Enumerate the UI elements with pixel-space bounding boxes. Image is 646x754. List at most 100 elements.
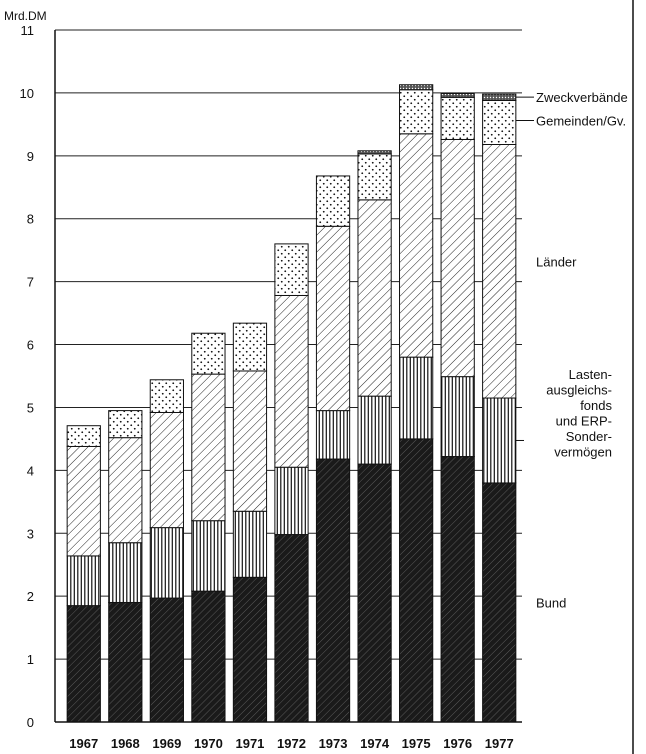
bar-segment-lastenausgleich [191,520,226,592]
bar-segment-zweckverbaende [399,84,434,91]
x-tick-label: 1972 [277,736,306,751]
bar-stack [232,322,268,723]
y-tick-label: 9 [27,149,34,164]
legend-zweckverbaende: Zweckverbände [536,90,628,105]
y-tick-label: 11 [21,23,35,38]
x-axis-ticks: 1967 1968 1969 1970 1971 1972 1973 1974 1975 1976… [69,736,513,751]
bar-stack [108,410,143,723]
bar-segment-bund [357,463,392,723]
bar-segment-zweckverbaende [357,150,392,155]
bar-stack [399,84,434,723]
bar-segment-laender [357,199,392,397]
y-tick-label: 10 [20,86,34,101]
legend-line: ausgleichs- [546,383,612,398]
bar-segment-lastenausgleich [274,466,309,536]
bar-segment-gemeinden [440,96,475,140]
bar-stack [66,425,101,723]
x-tick-label: 1977 [485,736,514,751]
y-tick-label: 3 [27,526,34,541]
legend: Zweckverbände Gemeinden/Gv. Länder Lasten-a… [515,90,628,610]
bar-segment-bund [191,590,226,723]
legend-line: Bund [536,595,566,610]
x-tick-label: 1968 [111,736,140,751]
bar-segment-bund [232,576,268,723]
bar-segment-laender [108,437,143,544]
bar-segment-bund [274,534,309,723]
y-axis-ticks: 0 1 2 3 4 5 6 7 8 9 10 11 [20,23,34,730]
bar-stack [274,243,309,723]
bar-segment-laender [482,143,517,399]
legend-line: vermögen [554,445,612,460]
y-tick-label: 0 [27,715,34,730]
bar-segment-bund [149,597,184,723]
bar-segment-lastenausgleich [440,376,475,458]
bar-segment-bund [482,482,517,723]
bar-segment-lastenausgleich [66,555,101,607]
bar-segment-gemeinden [232,322,268,372]
bar-segment-laender [66,445,101,557]
y-tick-label: 6 [27,338,34,353]
x-tick-label: 1976 [443,736,472,751]
legend-line: Sonder- [566,429,612,444]
bar-segment-lastenausgleich [232,510,268,578]
bar-segment-bund [315,458,351,723]
x-tick-label: 1970 [194,736,223,751]
bar-segment-gemeinden [149,379,184,413]
bar-segment-gemeinden [191,332,226,375]
y-tick-label: 7 [27,275,34,290]
x-tick-label: 1974 [360,736,390,751]
y-tick-label: 8 [27,212,34,227]
legend-bund: Bund [536,595,566,610]
bar-segment-bund [440,456,475,723]
y-tick-label: 4 [27,463,34,478]
legend-line: Lasten- [569,367,612,382]
legend-line: Länder [536,254,577,269]
bar-segment-gemeinden [399,89,434,135]
legend-laender: Länder [536,254,577,269]
legend-line: und ERP- [556,414,612,429]
bar-segment-laender [191,373,226,522]
bar-segment-lastenausgleich [357,395,392,465]
bar-segment-zweckverbaende [440,93,475,98]
y-unit-label: Mrd.DM [4,9,47,23]
y-tick-label: 5 [27,400,34,415]
y-tick-label: 1 [27,652,34,667]
x-tick-label: 1973 [319,736,348,751]
bar-segment-laender [315,225,351,412]
bar-stack [149,379,184,723]
y-tick-label: 2 [27,589,34,604]
legend-lastenausgleich: Lasten-ausgleichs-fonds und ERP-Sonder-ve… [546,367,612,460]
bar-segment-gemeinden [108,410,143,439]
bar-stack [191,332,226,723]
bar-stack [357,150,392,723]
bar-segment-lastenausgleich [399,356,434,440]
bar-segment-zweckverbaende [482,93,517,101]
bar-segment-laender [232,370,268,512]
bar-segment-laender [149,411,184,529]
bar-segment-bund [108,601,143,723]
bar-stack [440,93,475,723]
bar-stack [482,93,517,723]
x-tick-label: 1975 [402,736,431,751]
x-tick-label: 1967 [69,736,98,751]
bars [66,84,517,723]
bar-segment-gemeinden [357,153,392,201]
bar-stack [315,175,351,723]
bar-segment-lastenausgleich [482,397,517,484]
bar-segment-lastenausgleich [315,410,351,460]
bar-segment-gemeinden [315,175,351,227]
x-tick-label: 1969 [152,736,181,751]
bar-segment-laender [274,294,309,468]
legend-line: Gemeinden/Gv. [536,113,626,128]
bar-segment-lastenausgleich [108,542,143,603]
bar-segment-gemeinden [66,425,101,447]
bar-segment-lastenausgleich [149,527,184,599]
legend-line: Zweckverbände [536,90,628,105]
bar-segment-gemeinden [482,99,517,145]
legend-gemeinden: Gemeinden/Gv. [536,113,626,128]
bar-segment-bund [66,605,101,723]
bar-segment-bund [399,438,434,723]
legend-line: fonds [580,398,612,413]
